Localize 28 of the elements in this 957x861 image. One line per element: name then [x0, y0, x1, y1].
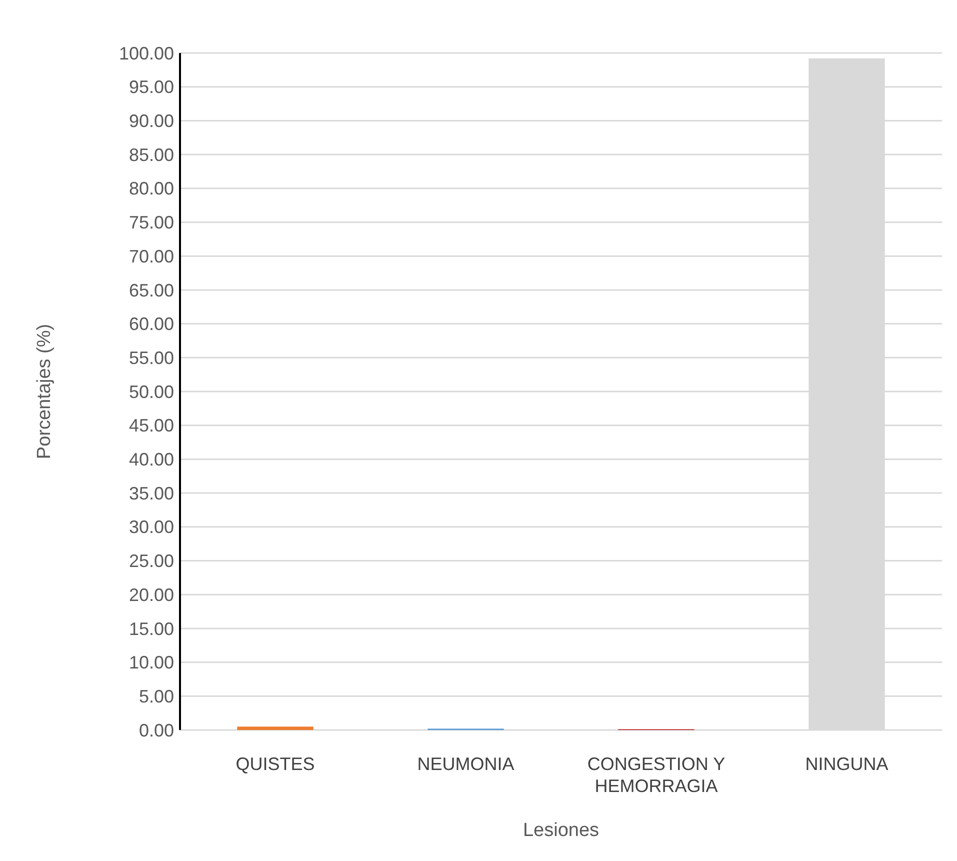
y-tick-label: 85.00: [128, 144, 174, 165]
y-tick-label: 30.00: [128, 517, 174, 538]
y-tick-label: 90.00: [128, 111, 174, 131]
y-tick-label: 65.00: [128, 280, 174, 300]
x-tick-label: QUISTES: [236, 754, 315, 774]
y-tick-label: 80.00: [128, 178, 174, 199]
y-tick-label: 0.00: [138, 720, 174, 740]
y-axis-title: Porcentajes (%): [34, 324, 55, 460]
y-tick-label: 70.00: [128, 246, 174, 266]
x-tick-label: NEUMONIA: [417, 754, 514, 774]
y-tick-label: 100.00: [118, 43, 174, 64]
y-tick-label: 95.00: [128, 77, 174, 98]
y-tick-label: 40.00: [128, 450, 174, 470]
y-tick-label: 50.00: [128, 382, 174, 402]
x-axis-title: Lesiones: [522, 820, 600, 841]
y-tick-label: 35.00: [128, 483, 174, 504]
y-tick-label: 60.00: [128, 314, 174, 334]
y-tick-label: 45.00: [128, 416, 174, 436]
y-tick-label: 20.00: [128, 584, 174, 605]
y-tick-label: 75.00: [128, 212, 174, 233]
bar: [237, 726, 314, 730]
x-tick-label: NINGUNA: [805, 754, 888, 774]
y-tick-label: 25.00: [128, 551, 174, 572]
y-tick-label: 55.00: [128, 348, 174, 368]
y-tick-label: 10.00: [128, 652, 174, 673]
x-tick-label: CONGESTION Y HEMORRAGIA: [587, 754, 726, 796]
y-tick-label: 5.00: [138, 686, 174, 706]
y-tick-label: 15.00: [128, 618, 174, 639]
